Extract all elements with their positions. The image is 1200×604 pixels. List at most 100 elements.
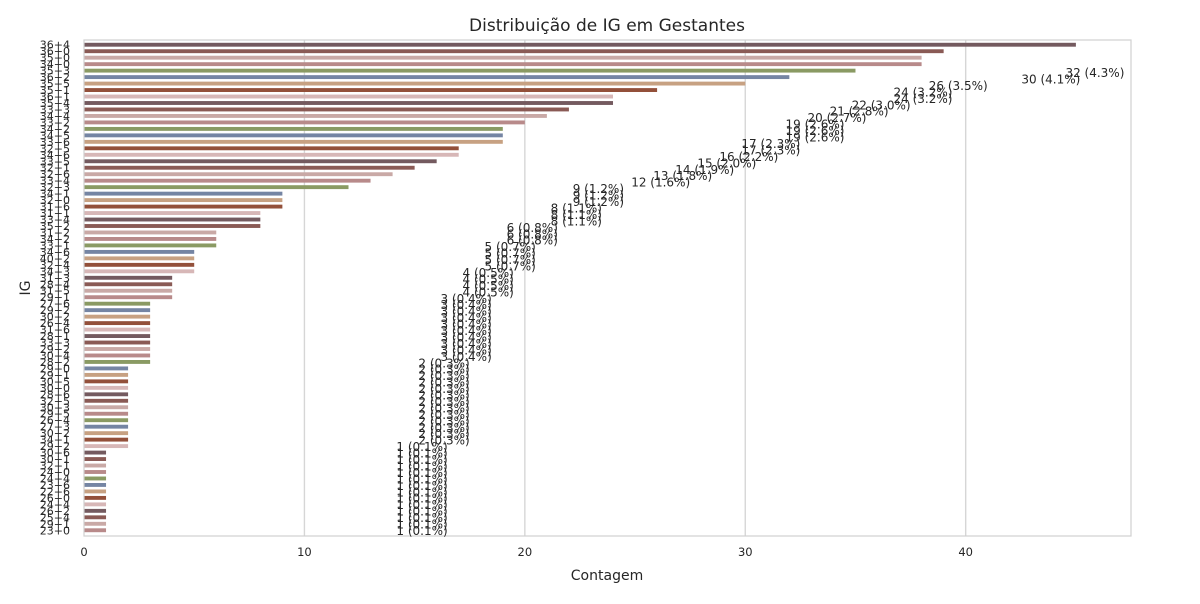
data-label: 17 (2.3%) xyxy=(741,143,800,157)
bar xyxy=(84,172,393,177)
bar xyxy=(84,152,459,157)
y-tick-label: 34+1 xyxy=(40,434,70,447)
data-label: 1 (0.1%) xyxy=(396,472,447,486)
plot-frame xyxy=(83,39,1132,537)
data-label: 1 (0.1%) xyxy=(396,492,447,506)
y-tick-label: 32+6 xyxy=(40,168,70,181)
bar xyxy=(84,392,129,397)
bar xyxy=(84,288,173,293)
bar xyxy=(84,431,129,436)
y-tick-label: 25+4 xyxy=(40,511,70,524)
y-tick-label: 32+4 xyxy=(40,259,70,272)
y-tick-label: 31+6 xyxy=(40,201,70,214)
data-label: 15 (2.0%) xyxy=(697,156,756,170)
y-tick-label: 32+1 xyxy=(40,162,70,175)
y-tick-label: 34+5 xyxy=(40,129,70,142)
data-label: 3 (0.4%) xyxy=(440,337,491,351)
bar xyxy=(84,528,107,533)
data-label: 6 (0.8%) xyxy=(507,234,558,248)
data-label: 5 (0.7%) xyxy=(485,260,536,274)
bar xyxy=(84,185,349,190)
bar xyxy=(84,211,261,215)
y-tick-label: 28+4 xyxy=(40,278,70,291)
bar xyxy=(84,204,283,209)
data-label: 32 (4.3%) xyxy=(1065,66,1124,80)
data-label: 4 (0.5%) xyxy=(463,272,514,286)
bar xyxy=(84,418,129,423)
y-tick-label: 31+5 xyxy=(40,285,70,298)
y-tick-label: 24+4 xyxy=(40,472,70,485)
data-label: 1 (0.1%) xyxy=(396,524,447,538)
y-tick-label: 33+5 xyxy=(40,155,70,168)
bar xyxy=(84,120,525,125)
bar xyxy=(84,49,944,54)
y-tick-label: 26+2 xyxy=(40,505,70,518)
bar xyxy=(84,463,107,468)
data-label: 2 (0.3%) xyxy=(418,427,469,441)
data-label: 2 (0.3%) xyxy=(418,376,469,390)
y-tick-label: 33+2 xyxy=(40,116,70,129)
bar xyxy=(84,237,217,241)
data-label: 19 (2.6%) xyxy=(786,124,845,138)
y-tick-label: 32+5 xyxy=(40,395,70,408)
data-label: 3 (0.4%) xyxy=(440,292,491,306)
bar xyxy=(84,165,415,170)
y-tick-label: 34+3 xyxy=(40,265,70,278)
data-label: 1 (0.1%) xyxy=(396,518,447,532)
y-tick-label: 33+3 xyxy=(40,103,70,116)
data-label: 4 (0.5%) xyxy=(463,279,514,293)
y-tick-label: 33+1 xyxy=(40,239,70,252)
data-label: 3 (0.4%) xyxy=(440,311,491,325)
y-axis-label: IG xyxy=(18,281,34,296)
y-tick-label: 29+2 xyxy=(40,304,70,317)
data-label: 1 (0.1%) xyxy=(396,453,447,467)
data-label: 1 (0.1%) xyxy=(396,505,447,519)
y-tick-label: 31+2 xyxy=(40,226,70,239)
bar xyxy=(84,508,107,513)
data-label: 5 (0.7%) xyxy=(485,253,536,267)
bar xyxy=(84,88,658,92)
y-tick-label: 22+6 xyxy=(40,485,70,498)
bar xyxy=(84,55,922,60)
y-tick-label: 24+0 xyxy=(40,466,70,479)
data-label: 6 (0.8%) xyxy=(507,221,558,235)
x-axis-label: Contagem xyxy=(571,568,643,584)
bar xyxy=(84,101,614,105)
bar xyxy=(84,366,129,371)
y-tick-label: 33+4 xyxy=(40,175,70,188)
data-label: 1 (0.1%) xyxy=(396,440,447,454)
y-tick-label: 29+1 xyxy=(40,291,70,304)
x-tick-label: 0 xyxy=(80,545,87,559)
y-tick-label: 32+5 xyxy=(40,142,70,155)
y-tick-label: 29+1 xyxy=(40,369,70,382)
data-label: 19 (2.6%) xyxy=(786,131,845,145)
y-tick-label: 29+2 xyxy=(40,343,70,356)
y-tick-label: 30+0 xyxy=(40,382,70,395)
bar xyxy=(84,483,107,487)
data-label: 1 (0.1%) xyxy=(396,485,447,499)
bar xyxy=(84,68,856,73)
bar xyxy=(84,269,195,274)
x-tick-label: 10 xyxy=(297,545,312,559)
y-tick-label: 35+2 xyxy=(40,220,70,233)
bar xyxy=(84,340,151,345)
data-label: 3 (0.4%) xyxy=(440,298,491,312)
y-tick-label: 33+4 xyxy=(40,214,70,227)
data-label: 9 (1.2%) xyxy=(573,195,624,209)
data-label: 16 (2.2%) xyxy=(719,150,778,164)
bar xyxy=(84,457,107,461)
bar xyxy=(84,360,151,364)
bar xyxy=(84,75,790,80)
data-label: 24 (3.2%) xyxy=(894,92,953,106)
bar xyxy=(84,256,195,261)
bar xyxy=(84,314,151,319)
y-tick-label: 32+3 xyxy=(40,181,70,194)
data-label: 2 (0.3%) xyxy=(418,356,469,370)
y-tick-label: 29+2 xyxy=(40,440,70,453)
data-label: 1 (0.1%) xyxy=(396,479,447,493)
chart-title: Distribuição de IG em Gestantes xyxy=(469,16,745,36)
bar xyxy=(84,334,151,338)
bar xyxy=(84,295,173,300)
data-label: 3 (0.4%) xyxy=(440,324,491,338)
